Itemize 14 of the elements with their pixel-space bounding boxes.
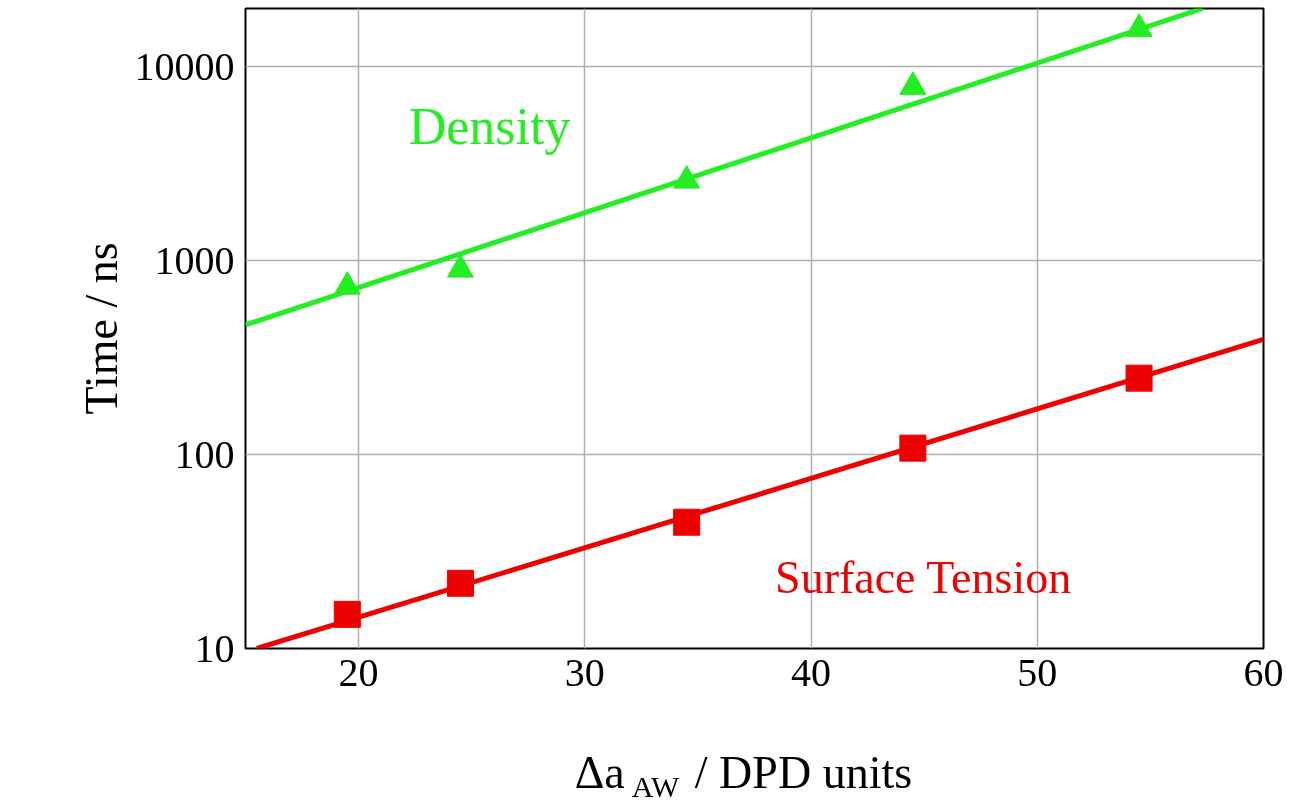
x-tick-label: 20 <box>338 649 379 695</box>
y-tick-label: 100 <box>174 431 235 477</box>
x-tick-label: 30 <box>564 649 605 695</box>
point <box>446 254 474 278</box>
x-tick-label: 50 <box>1017 649 1058 695</box>
x-tick-label: 60 <box>1243 649 1284 695</box>
text: Density <box>408 98 571 156</box>
y-tick-label: 10 <box>194 625 235 671</box>
y-tick-label: 10000 <box>134 43 235 89</box>
point <box>899 71 927 95</box>
x-tick-label: 40 <box>791 649 832 695</box>
y-tick-label: 1000 <box>154 237 235 283</box>
series-label: Surface Tension <box>775 551 1072 603</box>
y-axis-title: Time / ns <box>75 242 127 415</box>
